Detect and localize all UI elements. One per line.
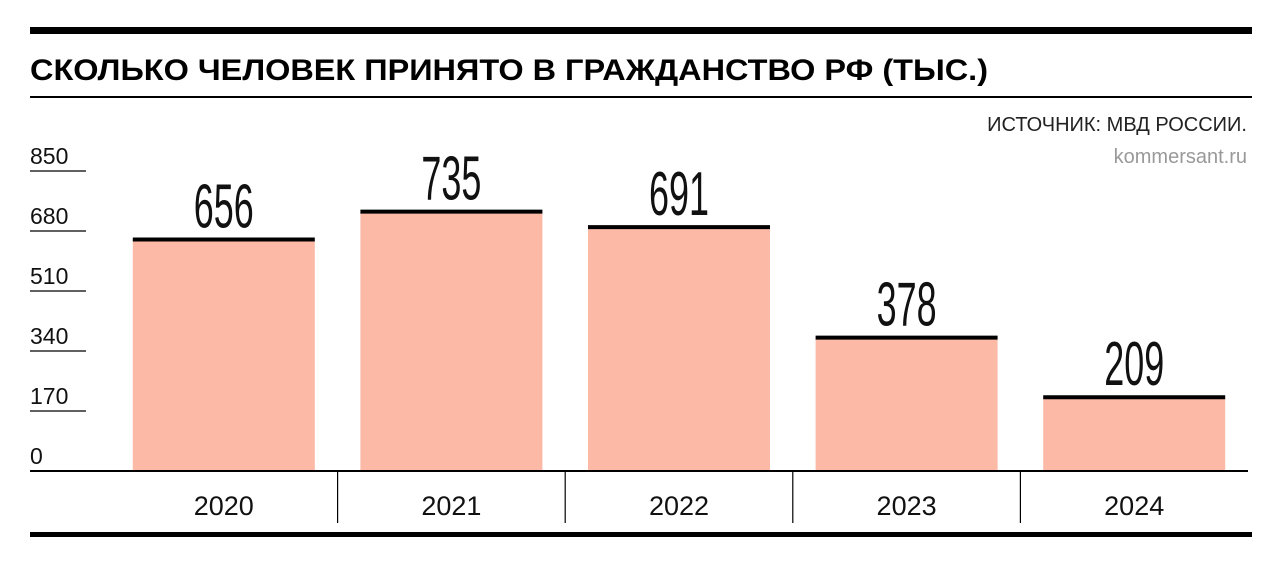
- value-label: 656: [194, 171, 254, 241]
- value-label: 209: [1104, 329, 1164, 399]
- bar: [132, 239, 315, 471]
- y-tick-label: 340: [30, 323, 68, 349]
- top-rule: [30, 27, 1252, 34]
- x-tick-label: 2023: [877, 491, 937, 521]
- bottom-rule: [30, 532, 1252, 537]
- bar: [588, 227, 770, 471]
- y-tick-label: 680: [30, 203, 68, 229]
- x-tick-label: 2020: [194, 491, 254, 521]
- y-tick-label: 0: [30, 443, 43, 469]
- chart-title: СКОЛЬКО ЧЕЛОВЕК ПРИНЯТО В ГРАЖДАНСТВО РФ…: [30, 54, 988, 87]
- y-tick-label: 170: [30, 383, 68, 409]
- title-rule: [30, 96, 1252, 98]
- bar: [1043, 397, 1226, 471]
- x-tick-label: 2022: [649, 491, 709, 521]
- bar: [815, 337, 998, 471]
- y-tick-label: 510: [30, 263, 68, 289]
- x-tick-label: 2021: [421, 491, 481, 521]
- site: kommersant.ru: [1114, 146, 1247, 168]
- bar: [360, 211, 543, 471]
- x-tick-label: 2024: [1104, 491, 1164, 521]
- value-label: 735: [421, 143, 481, 213]
- value-label: 378: [877, 269, 937, 339]
- y-tick-label: 850: [30, 143, 68, 169]
- value-label: 691: [649, 159, 709, 229]
- source: ИСТОЧНИК: МВД РОССИИ.: [987, 114, 1247, 136]
